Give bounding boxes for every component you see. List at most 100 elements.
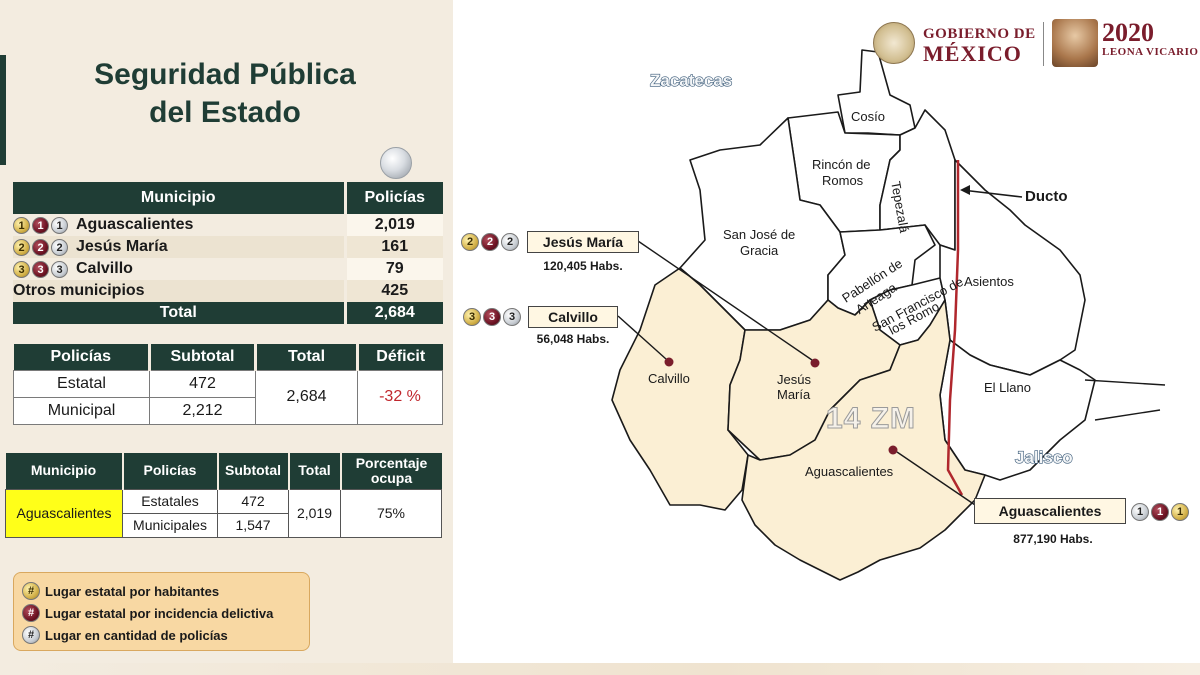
left-panel xyxy=(0,0,453,675)
year-label: 2020 xyxy=(1102,18,1154,47)
page-title-line2: del Estado xyxy=(149,96,301,129)
rank-policias-badge: 1 xyxy=(1131,503,1149,521)
map-label-asientos: Asientos xyxy=(964,274,1014,289)
map-label-calvillo: Calvillo xyxy=(648,371,690,386)
row-label: Municipal xyxy=(13,396,150,425)
rank-policias-badge: 3 xyxy=(503,308,521,326)
total-value: 2,019 xyxy=(288,488,341,538)
leona-vicario-portrait-icon xyxy=(1052,19,1098,67)
leader-line-aguascalientes xyxy=(896,451,979,508)
municipio-cell: 1 1 1 Aguascalientes xyxy=(13,214,345,236)
map-label-san-jose-2: Gracia xyxy=(740,243,779,258)
policias-deficit-table: Policías Subtotal Total Déficit Estatal … xyxy=(13,344,443,425)
rank-habitantes-badge: 2 xyxy=(461,233,479,251)
rank-policias-badge: 2 xyxy=(51,238,68,256)
leader-line-jesus-maria xyxy=(637,240,813,361)
deficit-value: -32 % xyxy=(357,369,443,425)
leona-vicario-logo-text: 2020 LEONA VICARIO xyxy=(1102,18,1199,59)
rank-incidencia-badge: 1 xyxy=(32,216,49,234)
total-value: 2,684 xyxy=(255,369,358,425)
map-label-rincon-1: Rincón de xyxy=(812,157,871,172)
total-value: 2,684 xyxy=(343,302,443,324)
aguascalientes-badges: 1 1 1 xyxy=(1131,503,1189,521)
map-label-jesus-maria-1: Jesús xyxy=(777,372,811,387)
total-row: Total 2,684 xyxy=(13,302,443,324)
gob-line2: MÉXICO xyxy=(923,41,1022,66)
map-label-cosio: Cosío xyxy=(851,109,885,124)
subtotal-value: 472 xyxy=(217,488,289,514)
rank-policias-badge: 1 xyxy=(51,216,68,234)
bottom-decor-strip xyxy=(0,663,1200,675)
habs-calvillo: 56,048 Habs. xyxy=(536,332,610,346)
jesus-maria-badges: 2 2 2 xyxy=(461,233,519,251)
rank-habitantes-badge: 2 xyxy=(13,238,30,256)
total-label: Total xyxy=(13,302,345,324)
subtotal-value: 1,547 xyxy=(217,512,289,538)
ducto-line xyxy=(946,160,964,496)
map-boundary-line xyxy=(1084,379,1166,386)
marker-calvillo xyxy=(664,357,674,367)
ducto-arrow-line xyxy=(961,189,1023,198)
legend-label: Lugar estatal por habitantes xyxy=(45,583,220,599)
rank-incidencia-badge: 1 xyxy=(1151,503,1169,521)
policias-value: 79 xyxy=(343,258,443,280)
gold-medal-icon: # xyxy=(22,582,40,600)
silver-medal-icon: # xyxy=(22,626,40,644)
municipio-name: Aguascalientes xyxy=(76,216,194,233)
map-municipio-calvillo xyxy=(611,267,749,511)
marker-jesus-maria xyxy=(810,358,820,368)
legend-label: Lugar en cantidad de policías xyxy=(45,627,228,643)
map-label-jesus-maria-2: María xyxy=(777,387,811,402)
marker-aguascalientes xyxy=(888,445,898,455)
rank-incidencia-badge: 2 xyxy=(481,233,499,251)
state-label-zacatecas: Zacatecas xyxy=(650,71,732,90)
calvillo-badges: 3 3 3 xyxy=(463,308,521,326)
silver-medal-icon xyxy=(380,147,412,179)
rank-habitantes-badge: 1 xyxy=(1171,503,1189,521)
col-deficit: Déficit xyxy=(376,347,426,365)
rank-incidencia-badge: 2 xyxy=(32,238,49,256)
year-name-label: LEONA VICARIO xyxy=(1102,46,1199,58)
table-row: Municipal 2,212 xyxy=(13,396,443,425)
map-label-aguascalientes: Aguascalientes xyxy=(805,464,894,479)
callout-calvillo: Calvillo xyxy=(528,306,618,328)
porcentaje-value: 75% xyxy=(340,488,442,538)
table-row: Estatal 472 2,684 -32 % xyxy=(13,369,443,425)
legend-item: # Lugar estatal por habitantes xyxy=(22,580,301,602)
table-row: Aguascalientes Estatales 472 2,019 75% xyxy=(5,488,442,538)
col-municipio: Municipio xyxy=(13,182,347,214)
policias-value: 161 xyxy=(343,236,443,258)
aguascalientes-map: Zacatecas Jalisco Cosío Rincón de Romos … xyxy=(611,49,1166,581)
rank-incidencia-badge: 3 xyxy=(32,260,49,278)
table-row: Otros municipios 425 xyxy=(13,280,443,302)
table-row: Municipales 1,547 xyxy=(6,512,442,538)
col-porcentaje: Porcentaje ocupa xyxy=(355,454,428,486)
ducto-arrow-head xyxy=(960,185,970,195)
policias-value: 425 xyxy=(343,280,443,302)
aguascalientes-table: Municipio Policías Subtotal Total Porcen… xyxy=(5,453,442,538)
municipio-name: Jesús María xyxy=(76,238,168,255)
left-accent-bar xyxy=(0,55,6,165)
gobierno-de-mexico-logo: GOBIERNO DE MÉXICO xyxy=(873,20,1053,70)
rank-policias-badge: 3 xyxy=(51,260,68,278)
col-subtotal: Subtotal xyxy=(149,344,257,370)
leader-line-calvillo xyxy=(617,315,667,360)
col-policias: Policías xyxy=(364,189,425,206)
habs-jesus-maria: 120,405 Habs. xyxy=(543,259,623,273)
legend-item: # Lugar estatal por incidencia delictiva xyxy=(22,602,301,624)
callout-aguascalientes: Aguascalientes xyxy=(974,498,1126,524)
col-policias: Policías xyxy=(122,453,219,489)
col-subtotal: Subtotal xyxy=(217,453,290,489)
ducto-label: Ducto xyxy=(1025,188,1068,205)
rank-habitantes-badge: 1 xyxy=(13,216,30,234)
municipio-cell: 3 3 3 Calvillo xyxy=(13,258,345,280)
municipio-name: Aguascalientes xyxy=(5,488,123,538)
red-medal-icon: # xyxy=(22,604,40,622)
map-municipio-aguascalientes xyxy=(741,299,986,581)
map-label-el-llano: El Llano xyxy=(984,380,1031,395)
municipio-name: Otros municipios xyxy=(13,280,345,302)
gobierno-logo-text: GOBIERNO DE MÉXICO xyxy=(923,24,1036,66)
subtotal-value: 2,212 xyxy=(149,396,256,425)
col-total: Total xyxy=(255,344,359,370)
map-label-rincon-2: Romos xyxy=(822,173,864,188)
